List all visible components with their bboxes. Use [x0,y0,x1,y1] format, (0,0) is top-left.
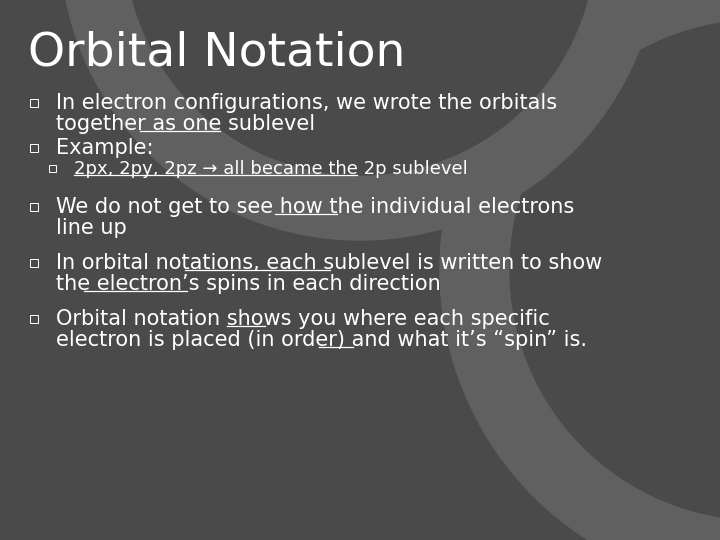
Wedge shape [440,0,720,540]
Text: In orbital notations, each sublevel is written to show: In orbital notations, each sublevel is w… [56,253,602,273]
Text: Orbital Notation: Orbital Notation [28,30,405,75]
Text: In electron configurations, we wrote the orbitals: In electron configurations, we wrote the… [56,93,557,113]
Wedge shape [510,20,720,520]
Text: Example:: Example: [56,138,153,158]
Text: together as one sublevel: together as one sublevel [56,114,315,134]
Bar [30,144,38,152]
Text: We do not get to see how the individual electrons: We do not get to see how the individual … [56,197,575,217]
Text: line up: line up [56,218,127,238]
Wedge shape [125,0,595,175]
Bar [30,315,38,323]
Bar [30,259,38,267]
Bar [30,203,38,211]
Text: 2px, 2py, 2pz → all became the 2p sublevel: 2px, 2py, 2pz → all became the 2p sublev… [74,160,468,178]
Wedge shape [60,0,660,240]
Bar [48,165,55,172]
Text: the electron’s spins in each direction: the electron’s spins in each direction [56,274,441,294]
Text: Orbital notation shows you where each specific: Orbital notation shows you where each sp… [56,309,550,329]
Bar [30,99,38,107]
Text: electron is placed (in order) and what it’s “spin” is.: electron is placed (in order) and what i… [56,330,587,350]
